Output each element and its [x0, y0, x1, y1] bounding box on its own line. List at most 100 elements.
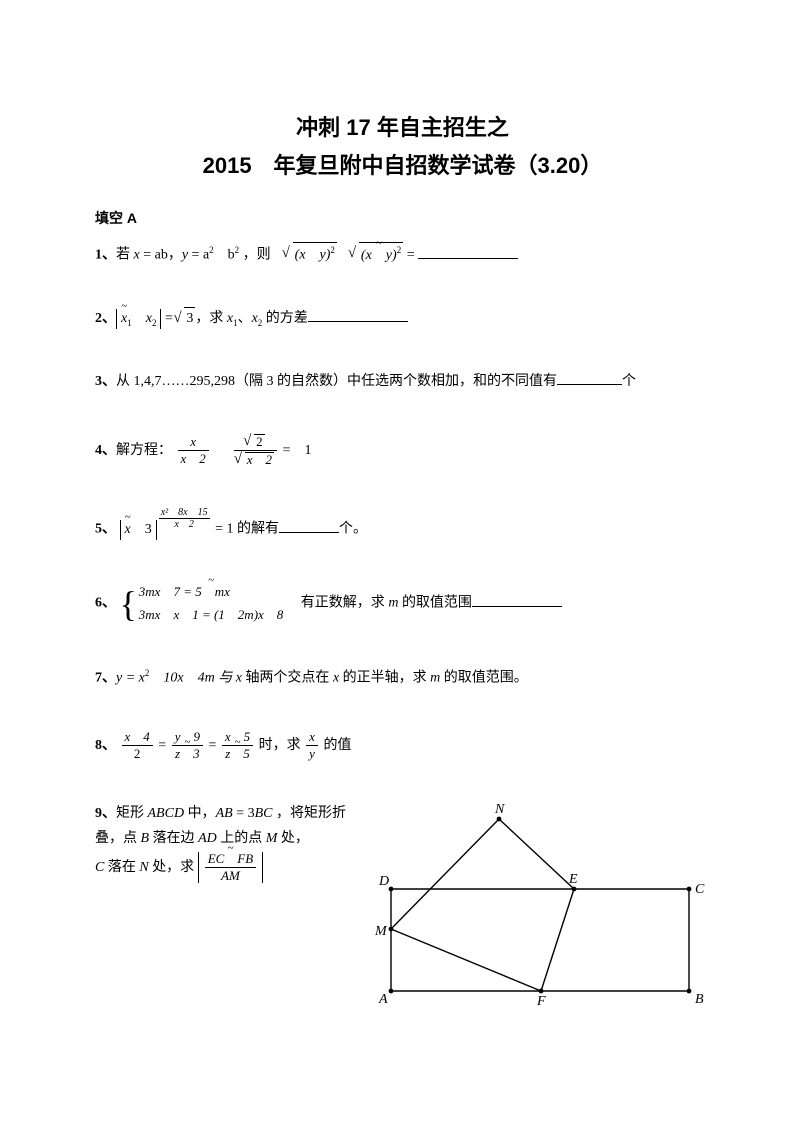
denominator: z 3 [172, 745, 203, 761]
answer-blank[interactable] [308, 307, 408, 322]
problem-7: 7、y = x2 10x 4m 与 x 轴两个交点在 x 的正半轴，求 m 的取… [95, 666, 710, 690]
fraction: y 9z 3 [172, 730, 203, 762]
text: 中， [184, 806, 216, 821]
var: x [121, 309, 127, 329]
text: b [214, 248, 235, 263]
text: ，则 [239, 248, 285, 263]
fraction: x 5z 5 [222, 730, 253, 762]
text: = 3 [233, 806, 255, 821]
text: 轴两个交点在 [242, 670, 333, 685]
problem-9-text: 9、矩形 ABCD 中，AB = 3BC ，将矩形折叠，点 B 落在边 AD 上… [95, 801, 355, 883]
sqrt-body: x 2 [245, 452, 274, 467]
svg-text:D: D [378, 874, 389, 889]
sqrt-body: 2 [254, 434, 265, 449]
abs-icon: EC FB AM [198, 852, 264, 884]
sqrt-icon: (x y)2 [285, 242, 337, 267]
fraction: xy [306, 730, 318, 762]
text: = ab， [140, 248, 182, 263]
problem-9-diagram: ABCDMFEN [369, 801, 709, 1011]
answer-blank[interactable] [418, 244, 518, 259]
text: 10x 4m 与 [149, 670, 235, 685]
sqrt-inner: (x y) [295, 248, 331, 263]
denominator: AM [205, 867, 257, 883]
var: AB [216, 806, 233, 821]
problem-6: 6、 { 3mx 7 = 5 mx 3mx x 1 = (1 2m)x 8 有正… [95, 581, 710, 625]
eq-line: 3mx 7 = 5 mx [139, 581, 284, 603]
problem-number: 8、 [95, 738, 116, 753]
denominator: x 2 [178, 450, 209, 466]
text: 个。 [339, 522, 367, 537]
text: = a [188, 248, 209, 263]
sqrt-body: 3 [184, 307, 195, 330]
text [132, 311, 146, 326]
text: 有正数解，求 [287, 596, 389, 611]
sqrt-icon: 2 [246, 434, 265, 449]
eq-line: 3mx x 1 = (1 2m)x 8 [139, 604, 284, 626]
problem-1: 1、若 x = ab，y = a2 b2 ，则 (x y)2 (x y)2 = [95, 242, 710, 267]
var: m [430, 670, 440, 685]
numerator: x [306, 730, 318, 745]
abs-icon: x1 x2 [116, 309, 161, 329]
answer-blank[interactable] [557, 370, 622, 385]
denominator: 2 [122, 745, 153, 761]
text: ，求 [195, 311, 227, 326]
text: 、 [238, 311, 252, 326]
problem-number: 6、 [95, 596, 116, 611]
numerator: x² 8x 15 [159, 507, 210, 518]
problem-9: 9、矩形 ABCD 中，AB = 3BC ，将矩形折叠，点 B 落在边 AD 上… [95, 801, 710, 1011]
text: 时，求 [259, 738, 305, 753]
equation-system: { 3mx 7 = 5 mx 3mx x 1 = (1 2m)x 8 [120, 581, 284, 625]
text: = [403, 248, 414, 263]
exam-page: 冲刺 17 年自主招生之 2015 年复旦附中自招数学试卷（3.20） 填空 A… [0, 0, 800, 1051]
var: AD [198, 831, 217, 846]
var: BC [255, 806, 273, 821]
var: m [388, 596, 398, 611]
abs-icon: x 3 [120, 520, 157, 540]
sub: 2 [152, 318, 157, 328]
text: 处，求 [149, 860, 198, 875]
text: 落在 [104, 860, 139, 875]
problem-2: 2、x1 x2 = 3，求 x1、x2 的方差 [95, 307, 710, 330]
problem-3: 3、从 1,4,7……295,298（隔 3 的自然数）中任选两个数相加，和的不… [95, 370, 710, 393]
var: B [141, 831, 150, 846]
exponent-fraction: x² 8x 15 x 2 [159, 507, 210, 530]
sqrt-icon: 3 [176, 307, 195, 330]
fraction: 2 x 2 [234, 434, 277, 468]
text: = 1 [283, 443, 312, 458]
section-label: 填空 A [95, 208, 710, 228]
problem-number: 9、 [95, 806, 116, 821]
problem-5: 5、 x 3 x² 8x 15 x 2 = 1 的解有 个。 [95, 507, 710, 541]
fraction: x 42 [122, 730, 153, 762]
answer-blank[interactable] [279, 518, 339, 533]
text: 从 1,4,7……295,298（隔 3 的自然数）中任选两个数相加，和的不同值… [116, 374, 557, 389]
sqrt-icon: (x y)2 [351, 242, 403, 267]
var: M [266, 831, 278, 846]
text: 的取值范围。 [440, 670, 528, 685]
denominator: y [306, 745, 318, 761]
problem-number: 1、 [95, 248, 116, 263]
fraction: x x 2 [178, 435, 209, 467]
brace-icon: { [120, 586, 137, 622]
denominator: x 2 [234, 450, 277, 467]
text: 的取值范围 [398, 596, 472, 611]
text: = [208, 738, 219, 753]
var: x [125, 520, 131, 540]
sqrt-icon: x 2 [237, 452, 274, 467]
denominator: x 2 [159, 518, 210, 530]
text: 解方程： [116, 443, 172, 458]
answer-blank[interactable] [472, 592, 562, 607]
numerator: x [178, 435, 209, 450]
svg-text:C: C [695, 882, 705, 897]
problem-number: 5、 [95, 522, 116, 537]
fraction: EC FB AM [205, 852, 257, 884]
text: = 1 的解有 [212, 522, 279, 537]
numerator: 2 [234, 434, 277, 450]
var: C [95, 860, 104, 875]
problem-number: 3、 [95, 374, 116, 389]
text: 的方差 [262, 311, 308, 326]
denominator: z 5 [222, 745, 253, 761]
sqrt-inner: (x y) [361, 245, 397, 267]
text: 的值 [323, 738, 351, 753]
text: = x [122, 670, 145, 685]
svg-text:E: E [568, 872, 578, 887]
